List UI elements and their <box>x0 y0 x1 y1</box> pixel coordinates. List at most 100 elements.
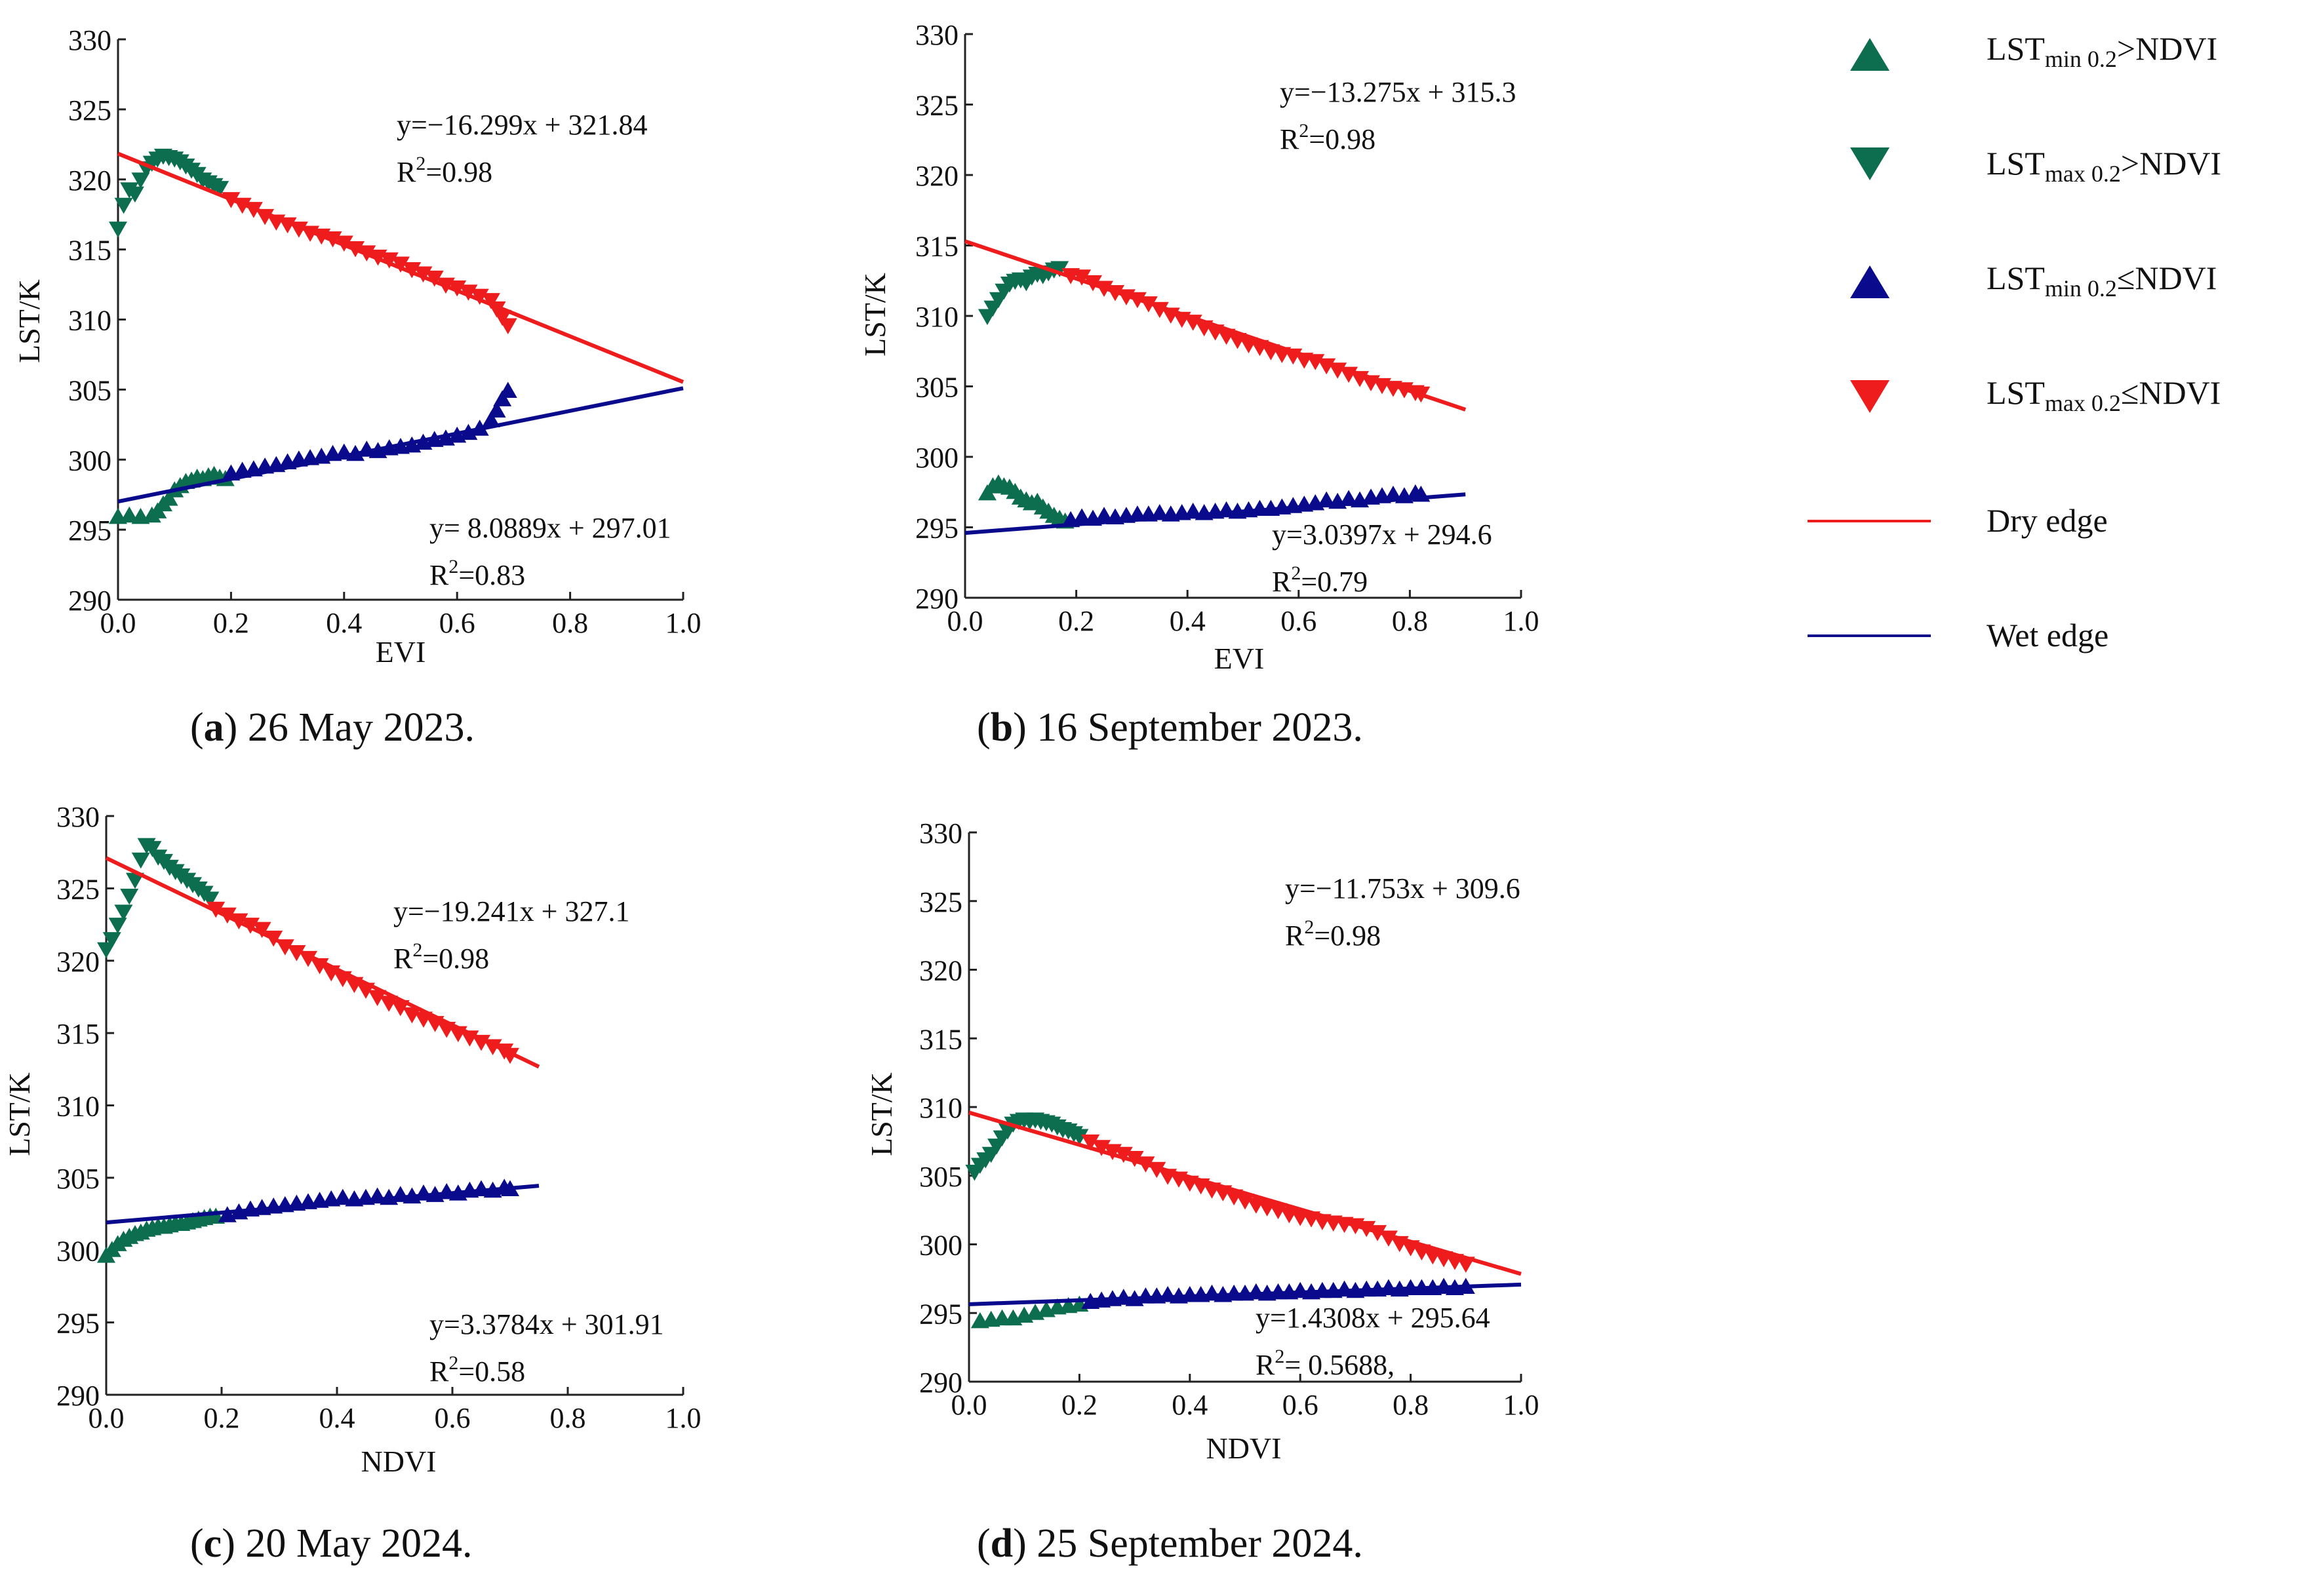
y-tick-label: 320 <box>56 946 100 978</box>
x-tick-label: 0.2 <box>1058 605 1094 637</box>
data-point <box>1228 333 1247 349</box>
y-tick-label: 310 <box>919 1092 962 1124</box>
data-point <box>159 490 178 506</box>
dry-edge-r2: R2=0.98 <box>1280 120 1375 155</box>
data-point <box>109 222 127 238</box>
x-axis-label: NDVI <box>361 1445 437 1478</box>
x-tick-label: 0.8 <box>1392 605 1428 637</box>
data-point <box>1095 507 1113 523</box>
chart-a: 290 295 300 305 310 315 320 325 330 0.0 0.2 0.4 0.6 0… <box>12 24 702 669</box>
x-tick-label: 0.6 <box>1280 605 1316 637</box>
x-tick-label: 0.4 <box>326 607 362 639</box>
x-tick-label: 0.0 <box>89 1402 125 1434</box>
wet-edge-r2: R2=0.83 <box>429 556 525 591</box>
x-tick-label: 0.0 <box>100 607 136 639</box>
data-point <box>487 401 506 418</box>
y-tick-label: 330 <box>68 24 111 56</box>
wet-edge-line <box>964 492 1466 535</box>
y-tick-label: 315 <box>915 231 959 263</box>
legend-label-3: LSTmax 0.2≤NDVI <box>1987 374 2221 416</box>
data-point <box>125 186 144 203</box>
chart-b: 290 295 300 305 310 315 320 325 330 0.0 0.2 0.4 0.6 0… <box>858 19 1539 675</box>
x-tick-label: 0.6 <box>439 607 475 639</box>
data-point <box>493 309 512 326</box>
x-tick-label: 0.0 <box>951 1389 987 1421</box>
x-tick-label: 0.8 <box>552 607 588 639</box>
data-point <box>368 990 387 1006</box>
y-tick-label: 295 <box>56 1308 100 1340</box>
y-tick-label: 325 <box>56 873 100 905</box>
data-point <box>1269 1203 1288 1220</box>
x-tick-label: 1.0 <box>665 1402 702 1434</box>
y-tick-label: 330 <box>919 817 962 849</box>
wet-edge-line <box>106 1184 540 1225</box>
dry-edge-equation: y=−16.299x + 321.84 <box>397 109 647 141</box>
chart-c: 290 295 300 305 310 315 320 325 330 0.0 0.2 0.4 0.6 0… <box>3 801 702 1478</box>
data-point <box>102 932 121 948</box>
y-tick-label: 330 <box>915 19 959 51</box>
wet-edge-equation: y=3.3784x + 301.91 <box>429 1308 664 1340</box>
y-tick-label: 305 <box>915 372 959 404</box>
y-tick-label: 320 <box>68 165 111 197</box>
wet-edge-equation: y=3.0397x + 294.6 <box>1272 518 1492 551</box>
data-point <box>470 288 489 305</box>
y-tick-label: 290 <box>68 585 111 617</box>
x-axis-label: EVI <box>376 635 426 669</box>
data-point <box>1114 1146 1133 1163</box>
wet-edge-r2: R2= 0.5688, <box>1256 1346 1395 1381</box>
x-tick-label: 1.0 <box>1503 1389 1539 1421</box>
y-tick-label: 320 <box>919 955 962 987</box>
data-point <box>403 262 422 279</box>
wet-edge-equation: y= 8.0889x + 297.01 <box>429 512 671 544</box>
y-axis-label: LST/K <box>865 1072 898 1156</box>
x-axis-label: EVI <box>1214 642 1265 675</box>
dry-edge-r2: R2=0.98 <box>397 153 492 188</box>
data-point <box>459 284 478 301</box>
dry-edge-line <box>968 1110 1522 1276</box>
data-point <box>1081 1134 1100 1151</box>
data-point <box>380 996 399 1012</box>
y-tick-label: 325 <box>915 90 959 122</box>
data-point <box>493 390 512 406</box>
x-tick-label: 0.2 <box>213 607 249 639</box>
wet-edge-line <box>968 1282 1522 1306</box>
data-point <box>1236 1193 1254 1210</box>
data-point <box>403 1007 422 1024</box>
data-point <box>414 266 433 282</box>
data-point <box>1092 1140 1111 1156</box>
x-tick-label: 0.4 <box>319 1402 355 1434</box>
data-point <box>481 411 500 427</box>
dry-edge-line <box>117 151 684 384</box>
data-point <box>391 256 410 273</box>
data-point <box>1412 1244 1431 1260</box>
legend-label-wet-edge: Wet edge <box>1987 617 2109 653</box>
dry-edge-r2: R2=0.98 <box>393 939 489 975</box>
data-point <box>498 318 517 335</box>
y-axis-label: LST/K <box>12 279 46 363</box>
data-point <box>1073 508 1092 524</box>
data-point <box>210 181 229 197</box>
data-point <box>252 922 271 939</box>
y-tick-label: 300 <box>56 1235 100 1267</box>
x-tick-label: 0.8 <box>550 1402 586 1434</box>
x-tick-label: 0.0 <box>947 605 983 637</box>
data-point <box>1225 1189 1244 1206</box>
legend-label-0: LSTmin 0.2>NDVI <box>1987 30 2218 72</box>
wet-edge-r2: R2=0.58 <box>429 1352 525 1388</box>
data-point <box>131 852 150 869</box>
y-tick-label: 330 <box>56 801 100 833</box>
data-point <box>481 293 500 309</box>
dry-edge-equation: y=−13.275x + 315.3 <box>1280 76 1516 108</box>
y-tick-label: 300 <box>68 444 111 477</box>
data-point <box>114 905 133 921</box>
data-point <box>1217 328 1236 345</box>
y-tick-label: 310 <box>915 301 959 333</box>
dry-edge-equation: y=−19.241x + 327.1 <box>393 895 629 927</box>
data-point <box>498 381 517 399</box>
caption-d: (d) 25 September 2024. <box>977 1521 1363 1566</box>
data-point <box>120 888 139 905</box>
y-tick-label: 290 <box>915 583 959 615</box>
legend-label-1: LSTmax 0.2>NDVI <box>1987 145 2222 187</box>
